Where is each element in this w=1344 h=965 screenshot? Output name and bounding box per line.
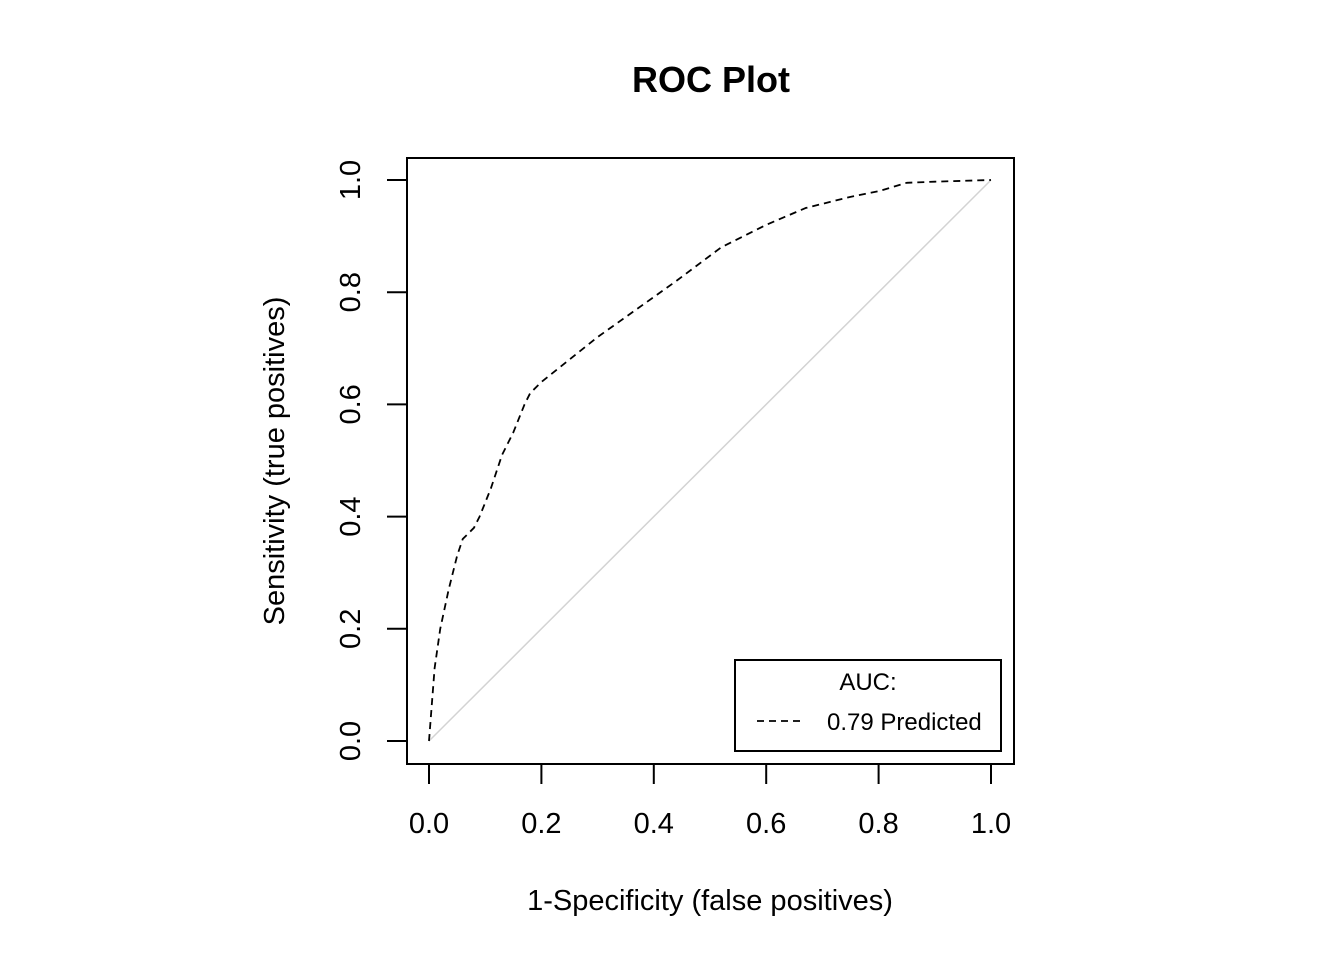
y-axis: 0.0 0.2 0.4 0.6 0.8 1.0 (335, 160, 408, 761)
y-tick-label: 0.4 (335, 496, 367, 536)
x-tick-label: 1.0 (971, 808, 1011, 840)
reference-line-layer (428, 179, 992, 742)
roc-curve-line (428, 179, 992, 742)
legend-entry-label: 0.79 Predicted (827, 709, 982, 736)
y-tick-label: 0.0 (335, 721, 367, 761)
y-tick-label: 0.2 (335, 609, 367, 649)
x-tick-label: 0.6 (746, 808, 786, 840)
series-layer (428, 179, 992, 742)
x-tick-label: 0.8 (858, 808, 898, 840)
y-tick-label: 0.8 (335, 272, 367, 312)
legend-title: AUC: (839, 669, 896, 696)
x-tick-label: 0.2 (521, 808, 561, 840)
x-tick-label: 0.0 (409, 808, 449, 840)
y-axis-label: Sensitivity (true positives) (259, 297, 291, 626)
legend-box (734, 659, 1002, 752)
reference-diagonal-line (428, 179, 992, 742)
legend: AUC: 0.79 Predicted (734, 659, 1002, 752)
y-tick-label: 0.6 (335, 384, 367, 424)
x-tick-label: 0.4 (634, 808, 674, 840)
x-axis: 0.0 0.2 0.4 0.6 0.8 1.0 (409, 763, 1011, 840)
x-axis-label: 1-Specificity (false positives) (527, 885, 893, 917)
y-tick-label: 1.0 (335, 160, 367, 200)
chart-title: ROC Plot (632, 59, 790, 100)
